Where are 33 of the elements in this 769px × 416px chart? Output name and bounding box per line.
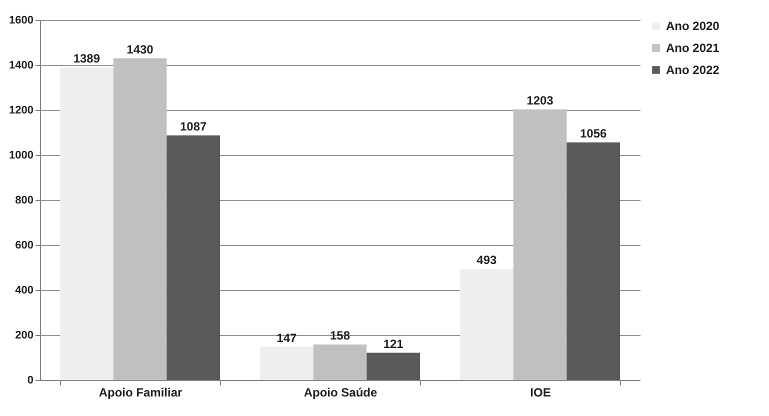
data-label: 493: [476, 253, 497, 268]
bar: [460, 269, 514, 380]
legend-label: Ano 2022: [666, 63, 720, 77]
data-label: 121: [383, 336, 404, 351]
y-tick-label: 800: [15, 194, 34, 206]
legend-label: Ano 2020: [666, 19, 720, 33]
data-label: 1087: [180, 119, 208, 134]
bar: [166, 135, 220, 380]
y-tick-label: 200: [15, 330, 34, 342]
data-label: 1056: [580, 126, 608, 140]
legend-label: Ano 2021: [666, 41, 720, 55]
bar: [113, 58, 167, 380]
bar: [260, 346, 314, 380]
data-label: 1430: [126, 42, 154, 56]
data-label: 1389: [73, 51, 100, 66]
bar: [313, 344, 367, 380]
data-label: 147: [276, 330, 297, 345]
bar: [60, 67, 114, 380]
data-label: 158: [330, 328, 350, 342]
bar: [366, 352, 420, 380]
y-tick-label: 1200: [9, 104, 34, 116]
y-tick-label: 1600: [9, 14, 34, 26]
y-tick-label: 0: [27, 374, 34, 386]
y-tick-label: 1000: [9, 150, 34, 162]
x-tick-label: Apoio Saúde: [304, 386, 378, 400]
x-tick-label: IOE: [530, 386, 551, 400]
y-tick-label: 400: [15, 284, 34, 296]
bar: [513, 109, 567, 380]
y-tick-label: 1400: [9, 60, 34, 72]
bar: [566, 142, 620, 380]
x-tick-label: Apoio Familiar: [98, 386, 182, 400]
data-label: 1203: [526, 93, 554, 108]
y-tick-label: 600: [15, 240, 34, 252]
